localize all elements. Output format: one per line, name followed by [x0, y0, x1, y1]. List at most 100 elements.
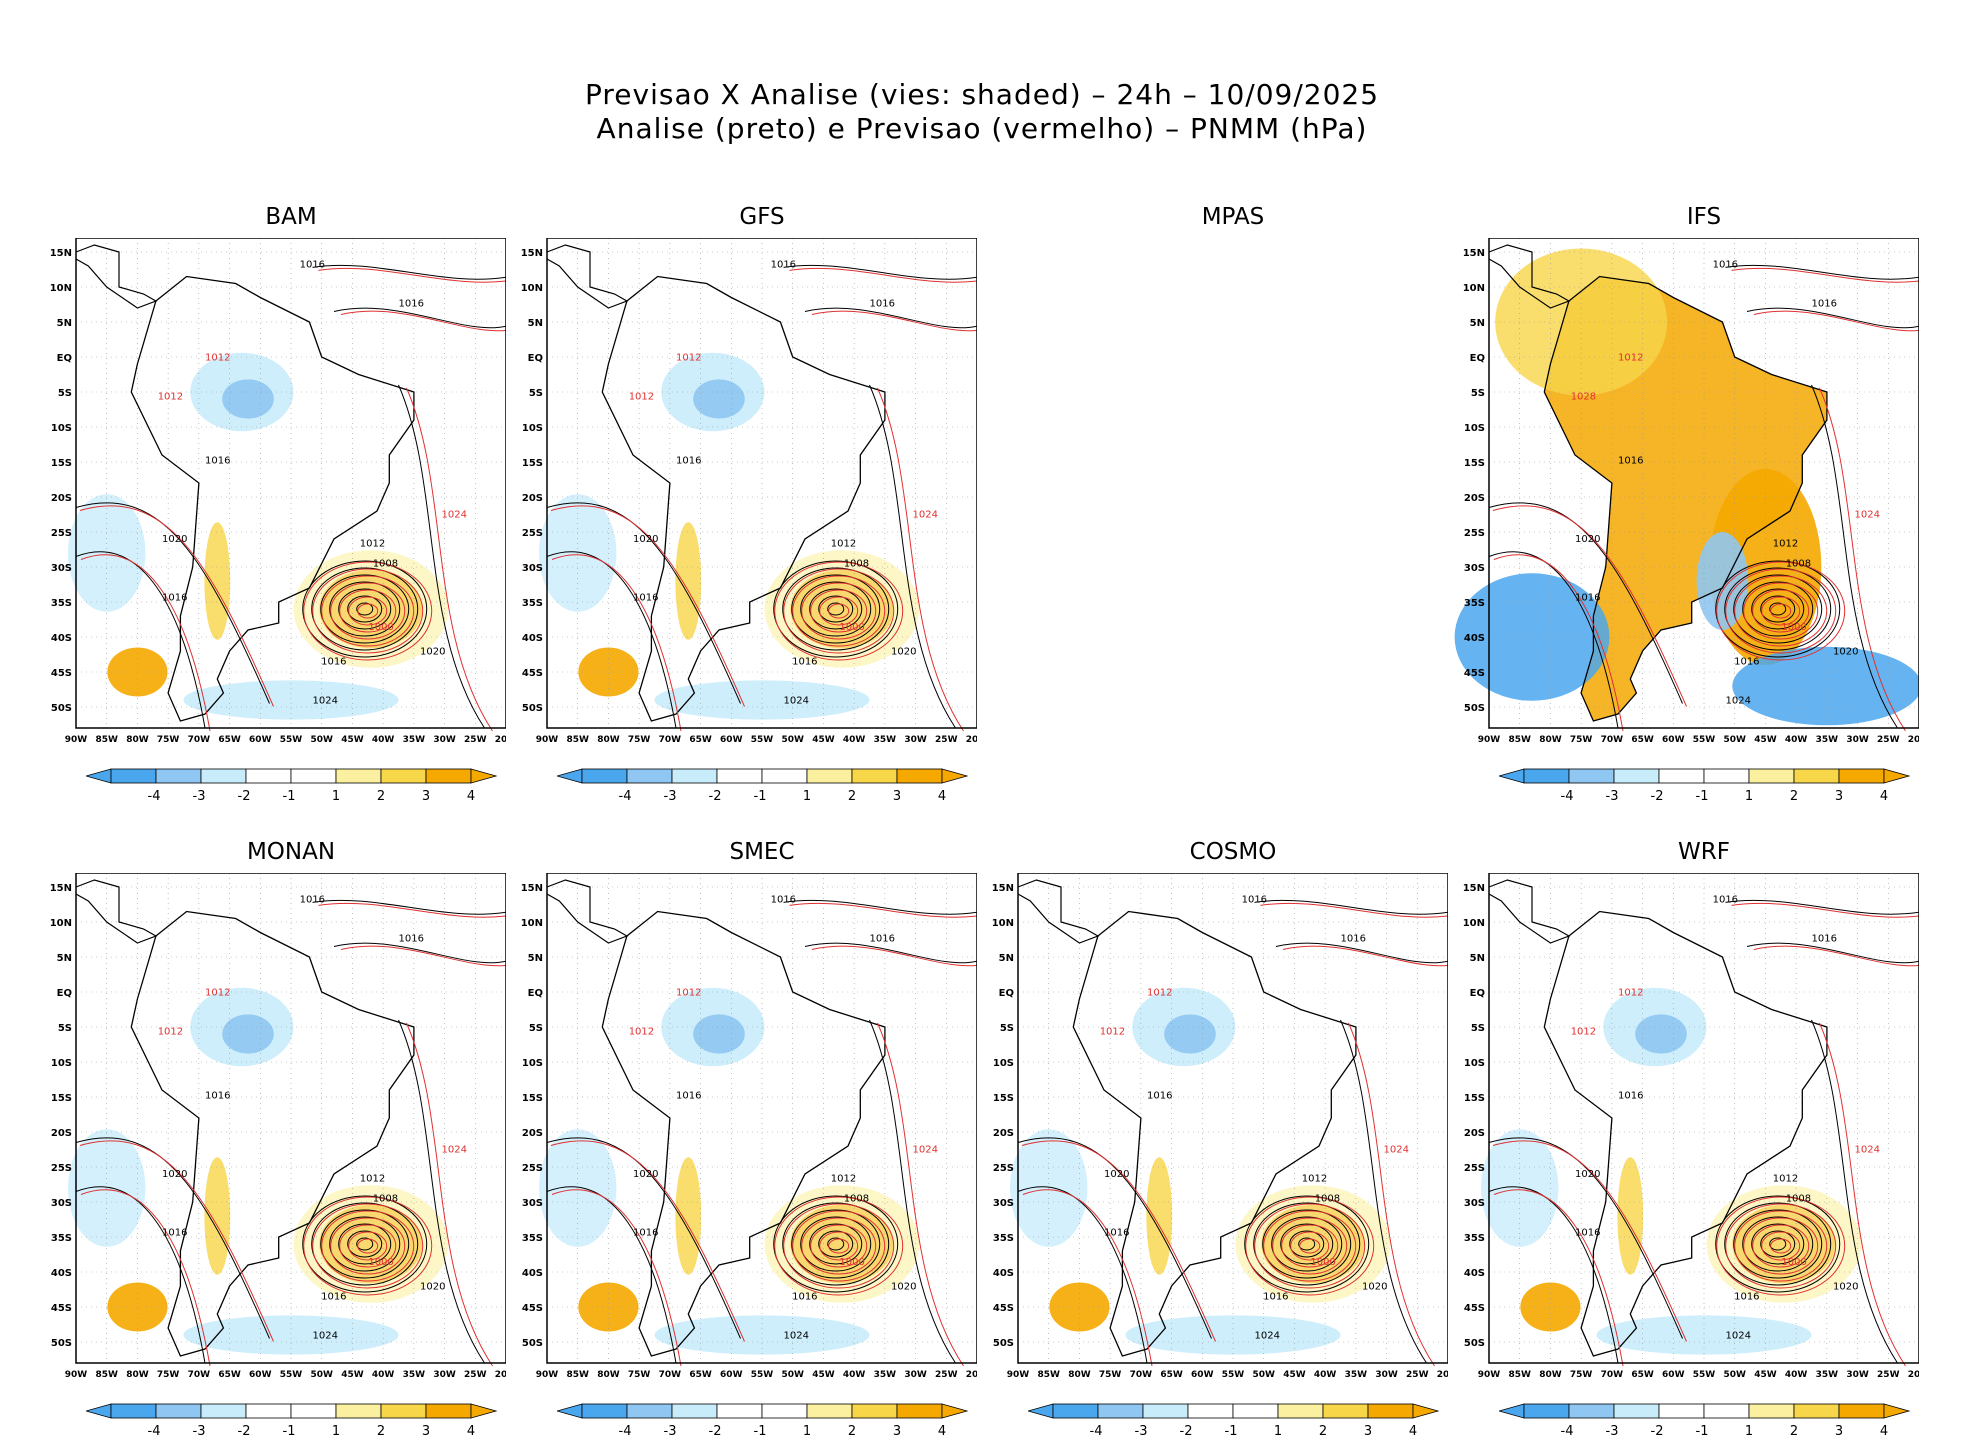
lon-tick-label: 30W: [1846, 735, 1869, 745]
contour-label: 1016: [300, 259, 325, 270]
colorbar-segment: [1097, 1403, 1144, 1419]
colorbar-label: -3: [193, 789, 206, 804]
colorbar-label: -1: [754, 789, 767, 804]
lon-tick-label: 90W: [65, 1370, 88, 1380]
colorbar-segment: [671, 1403, 718, 1419]
lat-tick-label: 5N: [57, 318, 72, 329]
colorbar-label: -4: [1090, 1424, 1103, 1439]
colorbar-segment: [761, 1403, 808, 1419]
contour-label: 1024: [784, 696, 809, 707]
contour-label: 1012: [629, 392, 654, 403]
colorbar-segment: [1187, 1403, 1234, 1419]
lon-tick-label: 75W: [628, 1370, 651, 1380]
lat-tick-label: 5S: [1471, 1023, 1485, 1034]
lat-tick-label: 15N: [1463, 248, 1485, 259]
grid-lines: [547, 238, 977, 728]
lon-tick-label: 35W: [1816, 1370, 1839, 1380]
colorbar-segment: [425, 768, 472, 784]
lat-tick-label: 25S: [1464, 1163, 1485, 1174]
grid-lines: [547, 873, 977, 1363]
lon-tick-label: 65W: [689, 1370, 712, 1380]
colorbar-segment: [1052, 1403, 1099, 1419]
colorbar-label: 4: [1880, 789, 1888, 804]
panel-title-smec: SMEC: [729, 839, 795, 865]
lat-tick-label: 15N: [992, 883, 1014, 894]
colorbar-label: 4: [467, 789, 475, 804]
contour-label: 1008: [1786, 1193, 1811, 1204]
lon-tick-label: 60W: [1191, 1370, 1214, 1380]
colorbar-segment: [1232, 1403, 1279, 1419]
lon-tick-label: 40W: [1314, 1370, 1337, 1380]
colorbar-segment: [110, 1403, 157, 1419]
lat-tick-label: 10N: [1463, 918, 1485, 929]
contour-label: 1024: [1255, 1331, 1280, 1342]
grid-lines: [1489, 238, 1919, 728]
coastline-central-america: [546, 244, 629, 309]
colorbar-segment: [155, 1403, 202, 1419]
contour-label: 1016: [676, 455, 701, 466]
contour-label: 1020: [633, 534, 658, 545]
lat-tick-label: 10S: [51, 1058, 72, 1069]
panel-title-wrf: WRF: [1678, 839, 1730, 865]
colorbar-segment: [851, 1403, 898, 1419]
lat-tick-label: 5N: [528, 953, 543, 964]
contour-label: 1012: [205, 988, 230, 999]
lat-tick-label: 45S: [522, 668, 543, 679]
colorbar-label: 2: [848, 789, 856, 804]
lon-tick-label: 45W: [812, 1370, 835, 1380]
coastline-central-america: [546, 879, 629, 944]
colorbar-segment: [716, 1403, 763, 1419]
lon-tick-label: 25W: [1406, 1370, 1429, 1380]
lon-tick-label: 40W: [372, 1370, 395, 1380]
contour-label: 1016: [870, 299, 895, 310]
lon-tick-label: 50W: [781, 735, 804, 745]
lat-tick-label: 30S: [993, 1198, 1014, 1209]
colorbar-segment: [1793, 768, 1840, 784]
lat-tick-label: 10N: [992, 918, 1014, 929]
lon-tick-label: 85W: [1037, 1370, 1060, 1380]
colorbar-segment: [761, 768, 808, 784]
contour-label: 1000: [839, 1257, 864, 1268]
lat-tick-label: 30S: [522, 563, 543, 574]
contour-label: 1016: [676, 1090, 701, 1101]
lat-tick-label: 45S: [1464, 1303, 1485, 1314]
contour-label: 1000: [839, 622, 864, 633]
colorbar-label: -3: [1135, 1424, 1148, 1439]
colorbar-label: -4: [148, 789, 161, 804]
lon-tick-label: 80W: [126, 735, 149, 745]
colorbar-segment: [335, 1403, 382, 1419]
lon-tick-label: 35W: [874, 735, 897, 745]
lat-tick-label: 40S: [1464, 1268, 1485, 1279]
coastline-south-america: [1072, 910, 1357, 1357]
lon-tick-label: 70W: [1601, 1370, 1624, 1380]
colorbar-segment: [716, 768, 763, 784]
colorbar-label: 4: [1409, 1424, 1417, 1439]
colorbar-segment: [1277, 1403, 1324, 1419]
contour-label: 1012: [831, 1174, 856, 1185]
lon-tick-label: 90W: [1478, 1370, 1501, 1380]
lat-tick-label: 20S: [1464, 493, 1485, 504]
map-frame: [1488, 238, 1919, 729]
map-panel-cosmo: 1016 1016 1012 1016 1020 1024 1012 1008 1000 1016…: [992, 873, 1448, 1380]
lat-tick-label: 10N: [521, 918, 543, 929]
contour-label: 1016: [771, 894, 796, 905]
map-frame: [75, 873, 506, 1364]
lon-tick-label: 65W: [218, 735, 241, 745]
colorbar-segment: [1658, 1403, 1705, 1419]
lon-tick-label: 80W: [1068, 1370, 1091, 1380]
coastline-south-america: [130, 275, 415, 722]
colorbar-segment: [380, 1403, 427, 1419]
lat-tick-label: 35S: [51, 1233, 72, 1244]
lon-tick-label: 75W: [157, 1370, 180, 1380]
lat-tick-label: 10S: [1464, 1058, 1485, 1069]
lon-tick-label: 20W: [1908, 1370, 1919, 1380]
lon-tick-label: 85W: [1508, 735, 1531, 745]
lat-tick-label: 15N: [50, 248, 72, 259]
colorbar-segment: [110, 768, 157, 784]
lon-tick-label: 30W: [433, 735, 456, 745]
lon-tick-label: 90W: [1478, 735, 1501, 745]
colorbar-label: -2: [709, 1424, 722, 1439]
colorbar-label: 3: [1835, 1424, 1843, 1439]
lon-tick-label: 30W: [1846, 1370, 1869, 1380]
colorbar-segment: [290, 1403, 337, 1419]
